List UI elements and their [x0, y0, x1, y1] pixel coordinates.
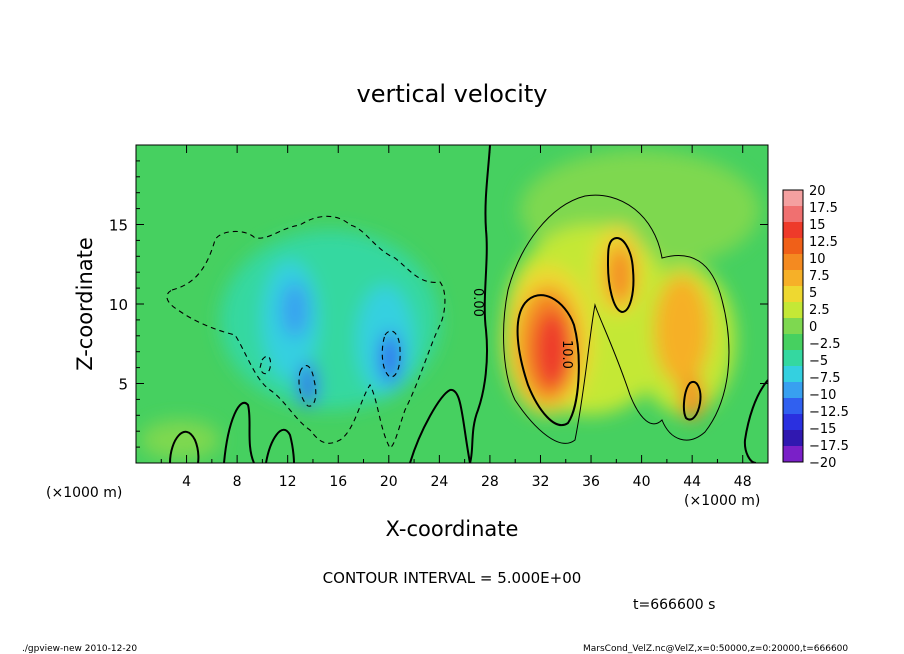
- contour-main-updraft: [516, 294, 580, 426]
- colorbar-label: −5: [809, 354, 828, 369]
- colorbar-swatch: [783, 254, 803, 270]
- x-tick-label: 12: [279, 474, 297, 490]
- colorbar-swatch: [783, 430, 803, 446]
- time-stamp: t=666600 s: [633, 597, 715, 613]
- footer-left: ./gpview-new 2010-12-20: [22, 644, 137, 654]
- colorbar-label: −2.5: [809, 337, 841, 352]
- colorbar-label: −12.5: [809, 405, 849, 420]
- x-tick-label: 24: [430, 474, 448, 490]
- contour-neg-small: [259, 355, 272, 375]
- x-tick-label: 20: [380, 474, 398, 490]
- field-upper-orange: [607, 245, 633, 305]
- field-left-updraft: [140, 420, 220, 460]
- colorbar-label: 7.5: [809, 269, 830, 284]
- x-tick-label: 48: [734, 474, 752, 490]
- colorbar-label: −7.5: [809, 371, 841, 386]
- colorbar-label: 20: [809, 184, 826, 199]
- field-left-core: [281, 282, 309, 338]
- colorbar-swatch: [783, 238, 803, 254]
- contour-left-bump: [169, 430, 200, 463]
- x-tick-label: 4: [182, 474, 191, 490]
- contour-ground-mid: [265, 428, 295, 463]
- contour-upper-updraft: [606, 237, 635, 314]
- x-axis: 4 8 12 16 20 24 28 32 36 40 44 48: [160, 145, 752, 490]
- contour-zero-line: [469, 145, 491, 463]
- x-axis-title: X-coordinate: [386, 517, 519, 541]
- colorbar-label: 15: [809, 218, 826, 233]
- footer-right: MarsCond_VelZ.nc@VelZ,x=0:50000,z=0:2000…: [583, 644, 848, 654]
- contour-neg-left-core: [298, 365, 317, 407]
- x-unit-label: (×1000 m): [46, 485, 122, 501]
- colorbar-swatch: [783, 382, 803, 398]
- colorbar-frame: [782, 189, 804, 463]
- y-tick-label: 15: [109, 217, 128, 235]
- colorbar-swatch: [783, 366, 803, 382]
- y-tick-label: 10: [109, 296, 128, 314]
- contour-neg-right-core: [381, 330, 401, 378]
- colorbar-label: 10: [809, 252, 826, 267]
- colorbar-label: 0: [809, 320, 817, 335]
- plot-area: 0.00 10.0: [136, 145, 768, 463]
- field-right-yellow: [654, 275, 710, 385]
- contours: [166, 145, 768, 463]
- y-axis-title: Z-coordinate: [73, 237, 97, 371]
- colorbar-swatch: [783, 446, 803, 462]
- x-tick-label: 16: [329, 474, 347, 490]
- field-right-core: [380, 332, 400, 384]
- colorbar-swatch: [783, 350, 803, 366]
- y-tick-label: 5: [118, 376, 128, 394]
- colorbar-swatch: [783, 318, 803, 334]
- colorbar-swatch: [783, 270, 803, 286]
- colorbar-label: −10: [809, 388, 836, 403]
- x-tick-label: 32: [532, 474, 550, 490]
- contour-five-outer: [503, 194, 730, 444]
- y-axis: 5 10 15: [109, 160, 768, 448]
- contour-neg-outer: [166, 215, 446, 449]
- colorbar-label: −15: [809, 422, 836, 437]
- contour-low-updraft: [682, 380, 702, 421]
- colorbar-label: 17.5: [809, 201, 838, 216]
- x-tick-label: 8: [233, 474, 242, 490]
- x-tick-label: 44: [683, 474, 701, 490]
- contour-interval: CONTOUR INTERVAL = 5.000E+00: [323, 569, 582, 587]
- colorbar-swatch: [783, 334, 803, 350]
- colorbar-swatch: [783, 414, 803, 430]
- colorbar-label: 12.5: [809, 235, 838, 250]
- contour-ground-left: [223, 402, 255, 463]
- colorbar-swatch: [783, 190, 803, 206]
- contour-label-zero: 0.00: [470, 288, 485, 317]
- contour-ground-right: [409, 389, 471, 463]
- chart-title: vertical velocity: [357, 80, 548, 108]
- colorbar-swatch: [783, 398, 803, 414]
- contours-negative: [166, 215, 446, 449]
- colorbar: 20 17.5 15 12.5 10 7.5 5 2.5 0 −2.5 −5 −7.5 −10 −12.5…: [782, 184, 849, 471]
- x-tick-label: 40: [633, 474, 651, 490]
- colorbar-label: −20: [809, 456, 836, 471]
- contour-right-edge: [743, 379, 768, 463]
- colorbar-swatch: [783, 302, 803, 318]
- field-main-red: [534, 310, 570, 390]
- colorbar-label: 2.5: [809, 303, 830, 318]
- colorbar-label: 5: [809, 286, 817, 301]
- x-tick-label: 28: [481, 474, 499, 490]
- colorbar-label: −17.5: [809, 439, 849, 454]
- colorbar-swatch: [783, 206, 803, 222]
- colorbar-swatch: [783, 222, 803, 238]
- x-tick-label: 36: [582, 474, 600, 490]
- colorbar-swatch: [783, 286, 803, 302]
- x-unit-label-right: (×1000 m): [684, 493, 760, 509]
- contour-label-ten: 10.0: [559, 340, 574, 369]
